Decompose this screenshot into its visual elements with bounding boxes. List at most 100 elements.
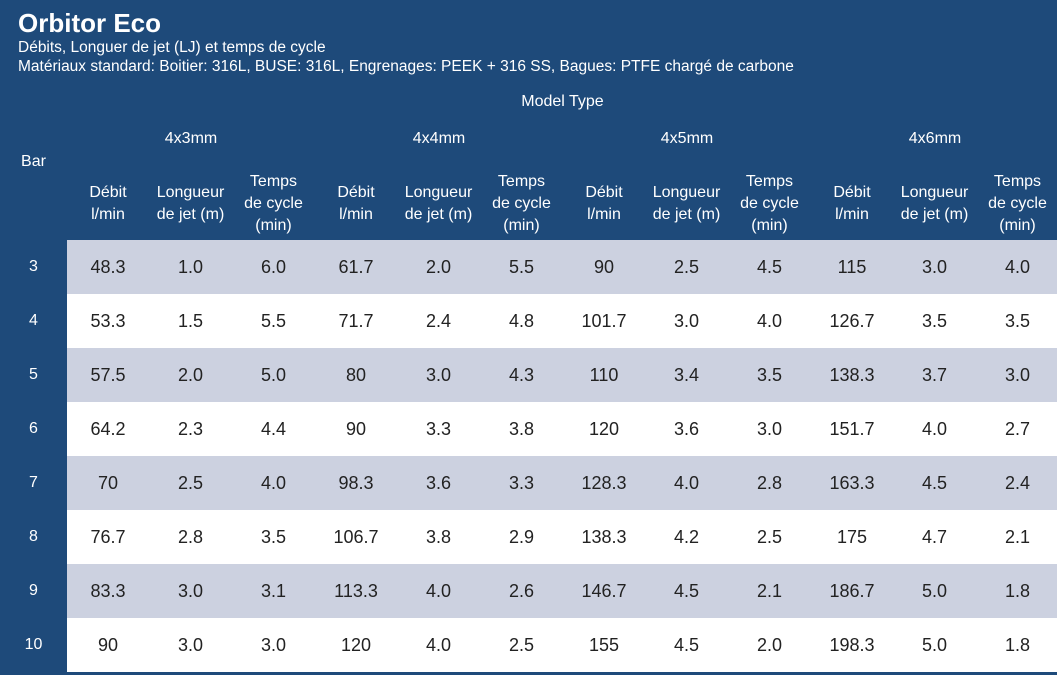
table-cell: 3.8 [397,510,480,564]
table-row: 9 83.3 3.0 3.1 113.3 4.0 2.6 146.7 4.5 2.1 186.7 5.… [0,564,1057,618]
table-cell: 2.0 [728,618,811,672]
table-cell: 3.7 [893,348,976,402]
longueur-header-4x3mm: Longueur de jet (m) [149,168,232,240]
table-cell: 3.0 [149,618,232,672]
table-cell: 71.7 [315,294,397,348]
col-header-line: de jet (m) [156,206,225,223]
table-cell: 120 [315,618,397,672]
subtitle-line-2: Matériaux standard: Boitier: 316L, BUSE:… [18,58,794,75]
table-cell: 2.4 [397,294,480,348]
table-cell: 2.5 [480,618,563,672]
bar-value: 9 [0,564,67,618]
subtitle-line-1: Débits, Longuer de jet (LJ) et temps de … [18,39,326,56]
table-cell: 126.7 [811,294,893,348]
table-cell: 57.5 [67,348,149,402]
bar-value: 6 [0,402,67,456]
table-cell: 2.6 [480,564,563,618]
debit-header-4x4mm: Débit l/min [315,168,397,240]
table-cell: 3.0 [149,564,232,618]
table-cell: 61.7 [315,240,397,294]
table-cell: 3.4 [645,348,728,402]
col-header-line: de cycle [492,195,551,212]
col-header-line: (min) [999,217,1036,234]
group-header-4x6mm: 4x6mm [908,130,962,147]
table-cell: 3.0 [232,618,315,672]
model-type-label: Model Type [521,93,604,110]
table-cell: 2.9 [480,510,563,564]
table-cell: 128.3 [563,456,645,510]
table-cell: 2.1 [976,510,1057,564]
table-cell: 3.3 [480,456,563,510]
col-header-line: (min) [751,217,788,234]
temps-header-4x4mm: Temps de cycle (min) [480,168,563,240]
col-header-line: Longueur [900,184,969,201]
table-cell: 198.3 [811,618,893,672]
group-header-4x3mm: 4x3mm [164,130,218,147]
longueur-header-4x6mm: Longueur de jet (m) [893,168,976,240]
page-title: Orbitor Eco [18,8,162,38]
table-cell: 53.3 [67,294,149,348]
table-cell: 115 [811,240,893,294]
table-cell: 80 [315,348,397,402]
table-cell: 1.8 [976,618,1057,672]
col-header-line: Longueur [404,184,473,201]
temps-header-4x3mm: Temps de cycle (min) [232,168,315,240]
debit-header-4x3mm: Débit l/min [67,168,149,240]
table-cell: 90 [67,618,149,672]
table-cell: 2.5 [728,510,811,564]
table-cell: 48.3 [67,240,149,294]
table-cell: 2.0 [149,348,232,402]
col-header-line: l/min [91,206,125,223]
col-header-line: Temps [745,173,794,190]
table-cell: 3.0 [893,240,976,294]
table-cell: 4.5 [645,618,728,672]
table-cell: 2.4 [976,456,1057,510]
col-header-line: Débit [89,184,127,201]
table-cell: 2.1 [728,564,811,618]
table-cell: 3.0 [728,402,811,456]
table-cell: 98.3 [315,456,397,510]
col-header-line: Longueur [652,184,721,201]
table-cell: 2.0 [397,240,480,294]
bar-value: 3 [0,240,67,294]
table-cell: 110 [563,348,645,402]
col-header-line: de cycle [244,195,303,212]
table-cell: 2.8 [149,510,232,564]
table-cell: 3.0 [976,348,1057,402]
table-cell: 90 [315,402,397,456]
header: Orbitor Eco Débits, Longuer de jet (LJ) … [18,8,1047,76]
table-cell: 76.7 [67,510,149,564]
temps-header-4x6mm: Temps de cycle (min) [976,168,1057,240]
table-cell: 5.5 [232,294,315,348]
table-cell: 155 [563,618,645,672]
table-cell: 1.0 [149,240,232,294]
table-cell: 3.5 [893,294,976,348]
table-cell: 6.0 [232,240,315,294]
longueur-header-4x4mm: Longueur de jet (m) [397,168,480,240]
table-cell: 175 [811,510,893,564]
bar-value: 7 [0,456,67,510]
col-header-line: Débit [337,184,375,201]
table-cell: 4.2 [645,510,728,564]
group-header-4x4mm: 4x4mm [412,130,466,147]
bar-column-header: Bar [21,153,46,170]
table-cell: 186.7 [811,564,893,618]
table-cell: 2.7 [976,402,1057,456]
bar-value: 5 [0,348,67,402]
col-header-line: (min) [503,217,540,234]
table-cell: 3.5 [232,510,315,564]
table-cell: 3.5 [976,294,1057,348]
table-cell: 4.4 [232,402,315,456]
bar-value: 4 [0,294,67,348]
table-row: 5 57.5 2.0 5.0 80 3.0 4.3 110 3.4 3.5 138.3 3.7 3.0 [0,348,1057,402]
table-cell: 4.0 [232,456,315,510]
col-header-line: de jet (m) [900,206,969,223]
col-header-line: l/min [587,206,621,223]
table-cell: 3.5 [728,348,811,402]
table-cell: 1.8 [976,564,1057,618]
table-cell: 4.0 [397,564,480,618]
table-cell: 163.3 [811,456,893,510]
table-cell: 5.5 [480,240,563,294]
col-header-line: de cycle [988,195,1047,212]
col-header-line: Temps [993,173,1042,190]
